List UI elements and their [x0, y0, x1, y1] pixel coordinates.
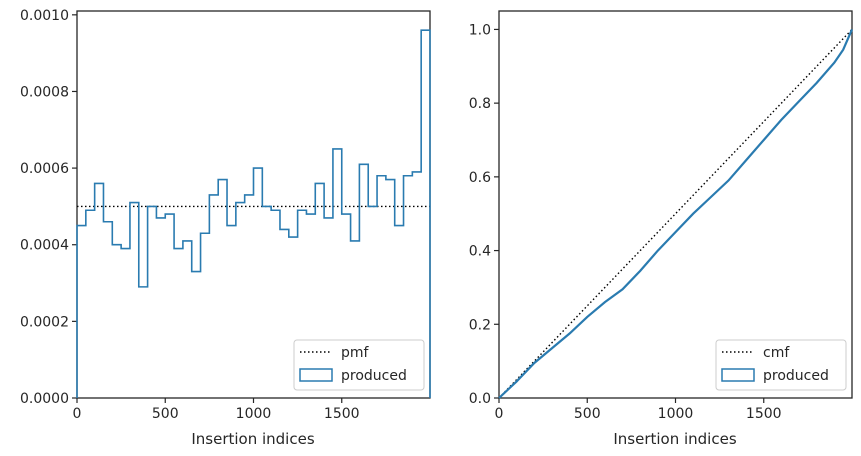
right-y-tick-label: 0.8 — [469, 96, 491, 112]
left-legend: pmf produced — [293, 339, 425, 391]
right-y-tick-label: 0.6 — [469, 170, 491, 186]
left-y-tick-label: 0.0010 — [20, 8, 69, 24]
left-x-tick-label: 1000 — [236, 406, 272, 422]
right-legend-produced-marker — [721, 368, 755, 382]
left-legend-produced-marker — [299, 368, 333, 382]
right-chart: 0.0 0.2 0.4 0.6 0.8 1.0 0 500 1000 1500 Insertio… — [469, 10, 854, 448]
right-y-tick-label: 0.0 — [469, 391, 491, 407]
left-y-tick-label: 0.0002 — [20, 314, 69, 330]
left-legend-pmf-label: pmf — [341, 345, 370, 361]
right-y-tick-label: 0.4 — [469, 244, 491, 260]
right-y-tick-label: 0.2 — [469, 317, 491, 333]
left-legend-box — [293, 339, 425, 391]
left-y-axis: 0.0000 0.0002 0.0004 0.0006 0.0008 0.0010 — [20, 8, 77, 407]
left-y-tick-label: 0.0008 — [20, 84, 69, 100]
left-series-produced-step — [76, 29, 431, 398]
right-legend-produced-label: produced — [763, 368, 829, 384]
right-series-layer — [498, 28, 854, 399]
right-y-tick-label: 1.0 — [469, 22, 491, 38]
left-series-layer — [76, 29, 431, 398]
left-legend-produced-label: produced — [341, 368, 407, 384]
right-series-produced-line — [498, 28, 854, 399]
right-legend-box — [715, 339, 847, 391]
left-x-axis-label: Insertion indices — [191, 430, 314, 448]
left-y-tick-label: 0.0000 — [20, 391, 69, 407]
right-x-tick-label: 500 — [574, 406, 601, 422]
right-x-axis-label: Insertion indices — [613, 430, 736, 448]
left-y-tick-label: 0.0006 — [20, 161, 69, 177]
left-x-tick-label: 1500 — [324, 406, 360, 422]
right-x-tick-label: 1000 — [658, 406, 694, 422]
right-y-axis: 0.0 0.2 0.4 0.6 0.8 1.0 — [469, 22, 499, 407]
right-series-cmf-line — [498, 28, 853, 399]
left-x-tick-label: 500 — [152, 406, 179, 422]
right-legend-cmf-label: cmf — [763, 345, 790, 361]
left-x-tick-label: 0 — [73, 406, 82, 422]
right-plot-frame — [498, 10, 853, 399]
right-x-tick-label: 1500 — [746, 406, 782, 422]
left-x-axis: 0 500 1000 1500 — [73, 398, 360, 422]
left-chart: 0.0000 0.0002 0.0004 0.0006 0.0008 0.0010 0 50… — [20, 8, 431, 448]
left-y-tick-label: 0.0004 — [20, 238, 69, 254]
right-x-tick-label: 0 — [495, 406, 504, 422]
right-x-axis: 0 500 1000 1500 — [495, 398, 782, 422]
left-plot-frame — [76, 10, 431, 399]
right-legend: cmf produced — [715, 339, 847, 391]
